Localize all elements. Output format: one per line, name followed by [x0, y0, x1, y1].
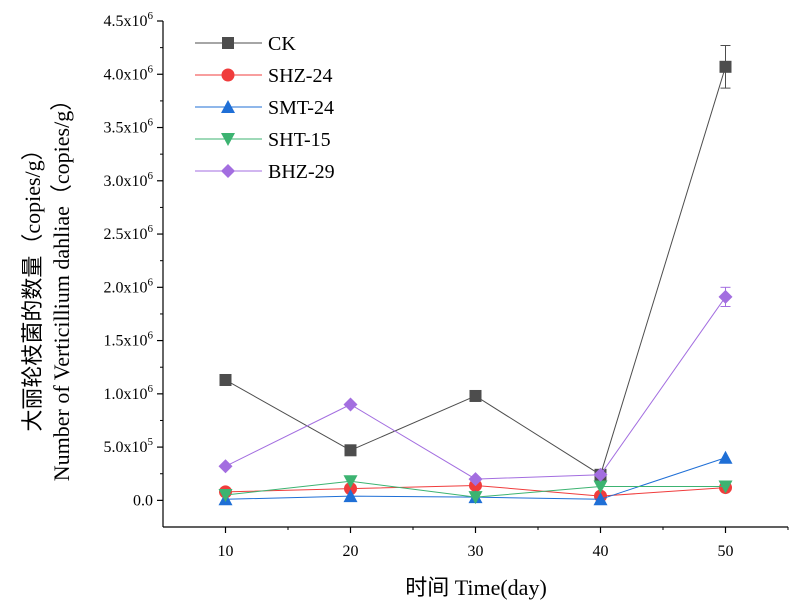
legend-label-shz-24: SHZ-24 [268, 65, 332, 87]
data-point-sht-15 [593, 480, 608, 494]
legend-label-ck: CK [268, 33, 296, 55]
data-point-ck [219, 373, 232, 386]
x-tick-label: 30 [468, 543, 484, 560]
y-tick-label: 2.0x106 [104, 276, 154, 296]
data-point-sht-15 [218, 489, 233, 503]
series-bhz-29 [218, 286, 733, 487]
legend-label-bhz-29: BHZ-29 [268, 161, 335, 183]
legend-marker-sht-15 [221, 133, 235, 146]
data-point-ck [469, 389, 482, 402]
data-point-sht-15 [468, 491, 483, 505]
data-point-bhz-29 [343, 397, 358, 412]
y-tick-label: 3.0x106 [104, 170, 154, 190]
data-point-smt-24 [343, 489, 358, 503]
series-layer [218, 45, 733, 506]
y-tick-label: 1.5x106 [104, 330, 154, 350]
x-tick-label: 10 [218, 543, 234, 560]
y-tick-label: 4.5x106 [104, 10, 154, 30]
x-tick-label: 40 [593, 543, 609, 560]
series-line-bhz-29 [225, 296, 726, 480]
data-point-bhz-29 [593, 467, 608, 482]
y-axis-title-english: Number of Verticillium dahliae（copies/g） [49, 89, 74, 481]
data-point-sht-15 [343, 475, 358, 489]
data-point-shz-24 [344, 482, 357, 496]
legend-marker-shz-24 [221, 68, 235, 82]
data-point-smt-24 [593, 492, 608, 506]
y-tick-label: 4.0x106 [104, 63, 154, 83]
legend: CK SHZ-24 SMT-24 SHT-15 BHZ-29 [195, 33, 335, 183]
y-tick-label: 5.0x105 [104, 436, 154, 456]
legend-marker-bhz-29 [221, 164, 235, 178]
x-axis-title: 时间 Time(day) [405, 575, 547, 600]
legend-marker-smt-24 [221, 100, 235, 113]
series-line-ck [225, 66, 726, 476]
y-tick-label: 3.5x106 [104, 117, 154, 137]
legend-label-smt-24: SMT-24 [268, 97, 334, 119]
legend-label-sht-15: SHT-15 [268, 129, 331, 151]
y-tick-label: 2.5x106 [104, 223, 154, 243]
series-sht-15 [218, 475, 733, 505]
y-tick-label: 0.0 [133, 492, 153, 509]
data-point-sht-15 [718, 480, 733, 494]
y-tick-label: 1.0x106 [104, 383, 154, 403]
axes: 0.0 5.0x105 1.0x106 1.5x106 2.0x106 2.5x106 3.… [104, 10, 789, 560]
data-point-bhz-29 [718, 289, 733, 304]
data-point-ck [344, 444, 357, 457]
data-point-smt-24 [718, 450, 733, 464]
x-tick-label: 50 [718, 543, 734, 560]
data-point-ck [719, 60, 732, 73]
data-point-bhz-29 [468, 472, 483, 487]
x-tick-label: 20 [343, 543, 359, 560]
y-axis-title-chinese: 大丽轮枝菌的数量（copies/g） [20, 138, 45, 431]
data-point-bhz-29 [218, 459, 233, 474]
legend-marker-ck [222, 37, 234, 49]
